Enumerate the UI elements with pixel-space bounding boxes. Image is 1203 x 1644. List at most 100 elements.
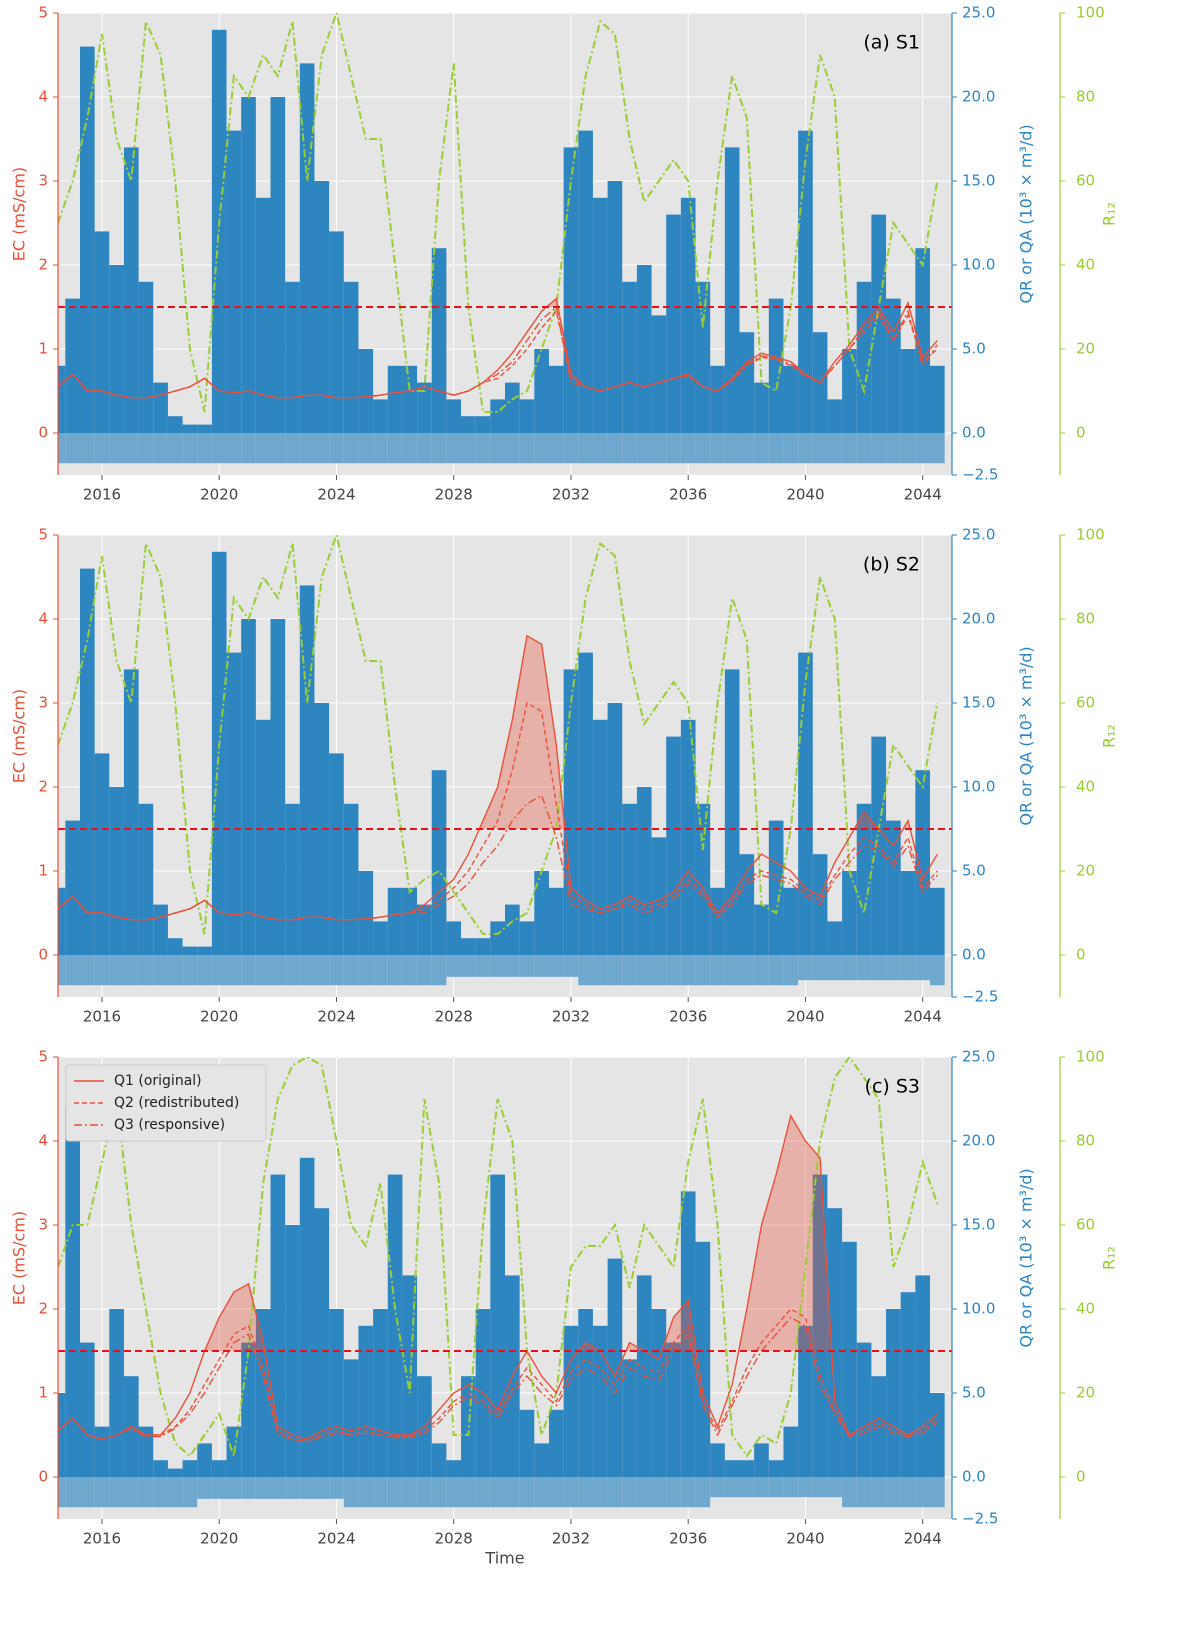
exceedance-area <box>854 812 879 829</box>
bar <box>563 1477 579 1508</box>
bar <box>724 955 740 986</box>
bar <box>871 955 887 981</box>
bar <box>255 433 271 464</box>
y-tick-label: 1 <box>38 340 48 358</box>
y-tick-label: 0 <box>38 1468 48 1486</box>
x-tick-label: 2044 <box>904 1008 942 1026</box>
y2-axis-label: QR or QA (10³ × m³/d) <box>1017 646 1036 825</box>
bar <box>79 1342 95 1477</box>
bar <box>461 433 476 464</box>
bar <box>680 197 696 433</box>
bar <box>812 955 828 981</box>
bar <box>241 1477 256 1499</box>
bar <box>842 349 857 433</box>
bar <box>812 433 828 464</box>
bar <box>299 955 315 986</box>
bar <box>739 1460 755 1477</box>
line <box>58 794 938 921</box>
bar <box>695 955 711 986</box>
bar <box>109 955 124 986</box>
y-tick-label: 1 <box>38 1384 48 1402</box>
bar <box>182 1477 198 1508</box>
bar <box>490 955 505 977</box>
y2-tick-label: 15.0 <box>962 694 995 712</box>
bar <box>79 433 95 464</box>
x-tick-label: 2024 <box>317 1530 355 1548</box>
bar <box>505 382 520 433</box>
bar <box>138 1426 154 1477</box>
bar <box>123 433 139 464</box>
bar <box>607 1477 623 1508</box>
bar <box>592 1325 608 1477</box>
bar <box>153 382 168 433</box>
bar <box>578 1477 593 1508</box>
y-tick-label: 3 <box>38 1216 48 1234</box>
bar <box>402 365 418 433</box>
bar <box>739 854 755 955</box>
bar <box>402 1275 418 1477</box>
bar <box>886 1309 901 1477</box>
y3-axis-label: R₁₂ <box>1100 202 1119 226</box>
bar <box>915 770 931 955</box>
plot-content <box>58 13 945 464</box>
bar <box>871 1477 887 1508</box>
bar <box>402 433 418 464</box>
line <box>58 305 938 399</box>
bar <box>373 955 388 986</box>
bar <box>930 1477 945 1508</box>
bar <box>182 955 198 986</box>
bar <box>827 955 843 981</box>
bar <box>900 1292 916 1477</box>
bar <box>856 433 872 464</box>
bar <box>211 433 227 464</box>
bar <box>255 955 271 986</box>
bar <box>607 955 623 986</box>
bar <box>651 955 667 986</box>
bar <box>167 433 183 464</box>
y3-tick-label: 60 <box>1076 172 1095 190</box>
bar <box>578 652 593 955</box>
bar <box>490 1477 505 1508</box>
exceedance-area <box>738 1115 832 1351</box>
x-tick-label: 2036 <box>669 486 707 504</box>
bar <box>886 955 901 981</box>
bar <box>387 887 403 955</box>
bar <box>548 365 564 433</box>
bar <box>680 955 696 986</box>
bar <box>607 433 623 464</box>
bar <box>783 955 799 986</box>
bar <box>226 1477 242 1499</box>
y2-tick-label: 10.0 <box>962 778 995 796</box>
bar <box>739 1477 755 1498</box>
bar <box>798 130 813 433</box>
y3-tick-label: 0 <box>1076 424 1086 442</box>
bar <box>475 416 491 433</box>
bar <box>58 433 66 464</box>
bar <box>651 1309 667 1477</box>
bar <box>167 1477 183 1508</box>
x-tick-label: 2020 <box>200 1008 238 1026</box>
y3-tick-label: 80 <box>1076 1132 1095 1150</box>
bar <box>490 921 505 955</box>
x-tick-label: 2040 <box>786 1530 824 1548</box>
bar <box>167 938 183 955</box>
bar <box>314 955 330 986</box>
bar <box>58 1393 66 1477</box>
bar <box>373 399 388 433</box>
bar <box>197 1477 212 1499</box>
bar <box>58 1477 66 1508</box>
bar <box>431 1443 447 1477</box>
bar <box>666 214 681 433</box>
bar <box>622 803 637 955</box>
y2-tick-label: 15.0 <box>962 1216 995 1234</box>
y3-tick-label: 0 <box>1076 1468 1086 1486</box>
bar <box>461 416 476 433</box>
bar <box>226 652 242 955</box>
y2-tick-label: 10.0 <box>962 1300 995 1318</box>
bar <box>783 1477 799 1498</box>
bar <box>578 1309 593 1477</box>
y-tick-label: 3 <box>38 172 48 190</box>
bar <box>65 1477 80 1508</box>
y2-tick-label: 25.0 <box>962 1048 995 1066</box>
